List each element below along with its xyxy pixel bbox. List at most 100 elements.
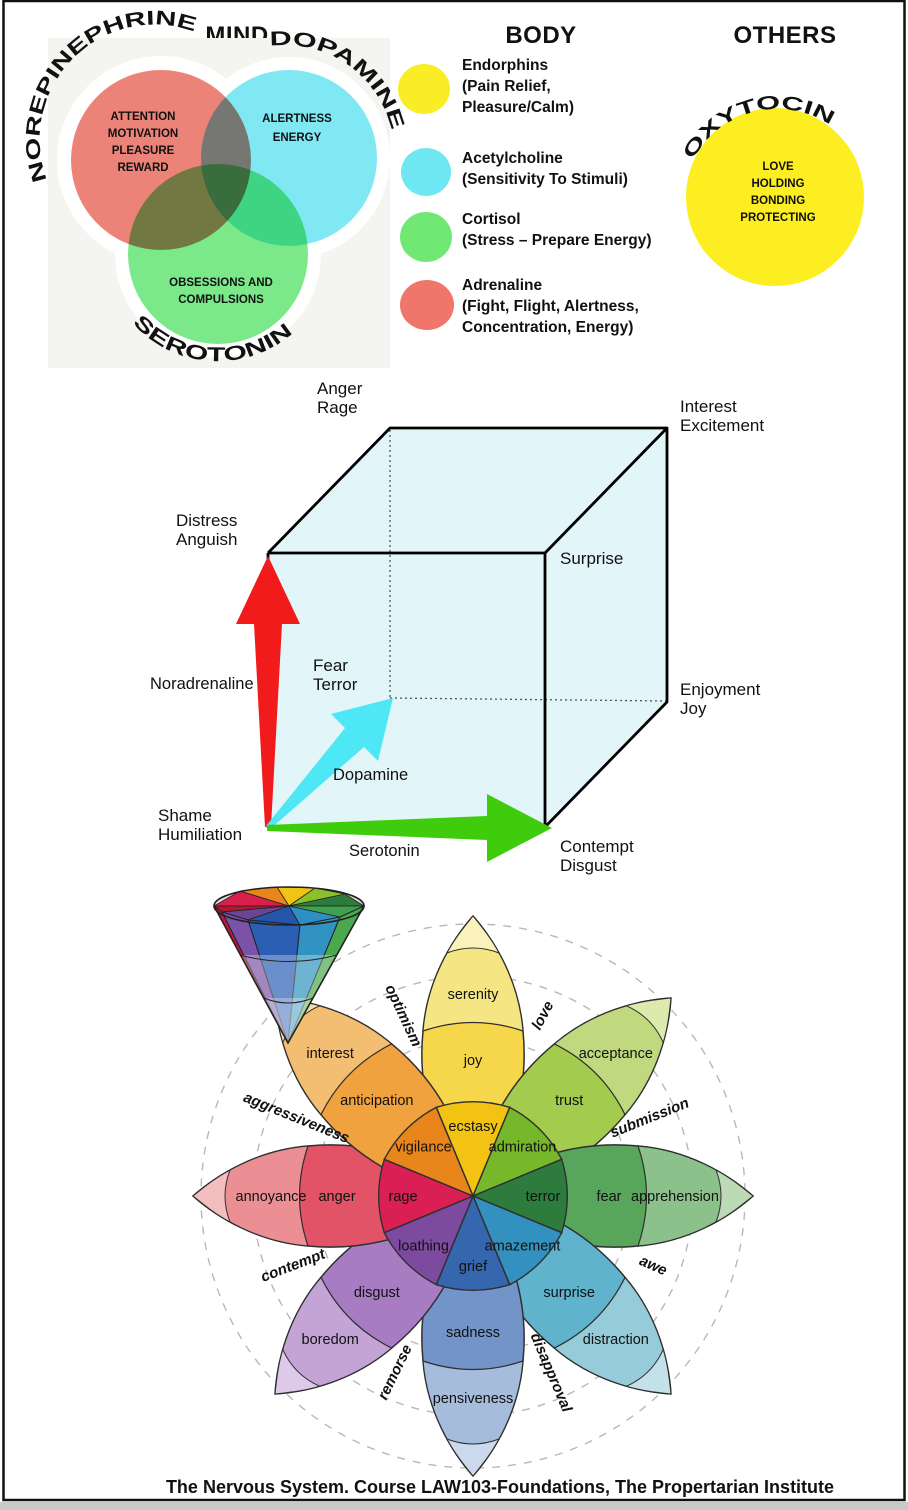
wheel-wedge-rage (378, 1158, 475, 1234)
others-heading: OTHERS (733, 22, 836, 49)
wheel-label-terror: terror (526, 1189, 561, 1205)
svg-text:COMPULSIONS: COMPULSIONS (178, 294, 264, 306)
dopamine-arrow-label: Dopamine (333, 766, 408, 784)
wheel-label-boredom: boredom (302, 1332, 359, 1348)
wheel-label-distraction: distraction (583, 1332, 649, 1348)
svg-text:ATTENTION: ATTENTION (111, 111, 176, 123)
wheel-label-sadness: sadness (446, 1325, 500, 1341)
wheel-wedge-vigilance (383, 1106, 475, 1198)
serotonin-arrow-label: Serotonin (349, 842, 420, 860)
noradrenaline-arrow-label: Noradrenaline (150, 675, 254, 693)
svg-text:ENERGY: ENERGY (273, 132, 322, 144)
svg-text:Interest: Interest (680, 397, 737, 416)
svg-text:Anguish: Anguish (176, 530, 237, 549)
svg-text:(Fight, Flight, Alertness,: (Fight, Flight, Alertness, (462, 298, 639, 315)
serotonin-circle (128, 164, 308, 344)
emotion-cone-3d (212, 886, 366, 1045)
wheel-wedge-loathing (383, 1194, 475, 1286)
svg-text:Humiliation: Humiliation (158, 825, 242, 844)
svg-text:Surprise: Surprise (560, 549, 623, 568)
figure-caption: The Nervous System. Course LAW103-Founda… (166, 1477, 834, 1497)
svg-text:Fear: Fear (313, 656, 348, 675)
oxytocin-label: LOVE HOLDING BONDING PROTECTING (740, 161, 815, 224)
wheel-label-rage: rage (388, 1189, 417, 1205)
wheel-label-annoyance: annoyance (236, 1189, 307, 1205)
footer-strip (0, 1502, 908, 1510)
acetylcholine-swatch (401, 148, 451, 196)
svg-text:ALERTNESS: ALERTNESS (262, 113, 332, 125)
dopamine-label: ALERTNESS ENERGY (262, 113, 332, 144)
adrenaline-swatch (400, 280, 454, 330)
wheel-label-grief: grief (459, 1259, 488, 1275)
wheel-wedge-amazement (471, 1194, 563, 1286)
svg-text:(Stress – Prepare Energy): (Stress – Prepare Energy) (462, 232, 652, 249)
svg-text:Adrenaline: Adrenaline (462, 277, 542, 294)
cube-corner-labels: Anger Rage Interest Excitement Distress … (158, 379, 764, 875)
dyad-label-contempt: contempt (259, 1245, 329, 1285)
dopamine-arrow (266, 698, 393, 830)
wheel-label-vigilance: vigilance (395, 1140, 451, 1156)
cortisol-swatch (400, 212, 452, 262)
wheel-label-anticipation: anticipation (340, 1093, 413, 1109)
emotion-cube: Anger Rage Interest Excitement Distress … (150, 379, 764, 875)
wheel-wedge-admiration (471, 1106, 563, 1198)
wheel-label-surprise: surprise (543, 1285, 595, 1301)
wheel-label-trust: trust (555, 1093, 583, 1109)
wheel-label-joy: joy (463, 1053, 483, 1069)
wheel-label-pensiveness: pensiveness (433, 1391, 514, 1407)
wheel-label-serenity: serenity (448, 987, 500, 1003)
svg-text:PROTECTING: PROTECTING (740, 212, 815, 224)
serotonin-arrow (267, 794, 552, 862)
dyad-label-optimism: optimism (381, 982, 425, 1050)
plutchik-emotion-wheel: ecstasy joy serenity admiration trust accepta… (192, 915, 754, 1477)
svg-text:HOLDING: HOLDING (751, 178, 804, 190)
svg-text:OBSESSIONS AND: OBSESSIONS AND (169, 277, 273, 289)
svg-text:Excitement: Excitement (680, 416, 764, 435)
svg-text:Distress: Distress (176, 511, 237, 530)
svg-text:Cortisol: Cortisol (462, 211, 521, 228)
body-legend: Endorphins (Pain Relief, Pleasure/Calm) … (398, 57, 652, 336)
wheel-label-interest: interest (306, 1046, 354, 1062)
wheel-label-apprehension: apprehension (631, 1189, 719, 1205)
wheel-wedge-terror (471, 1158, 568, 1234)
svg-text:Shame: Shame (158, 806, 212, 825)
svg-text:Rage: Rage (317, 398, 358, 417)
svg-text:Anger: Anger (317, 379, 363, 398)
svg-text:MOTIVATION: MOTIVATION (108, 128, 178, 140)
svg-text:PLEASURE: PLEASURE (112, 145, 175, 157)
svg-text:Enjoyment: Enjoyment (680, 680, 761, 699)
venn-diagram: NOREPINEPHRINE DOPAMINE SEROTONIN ATTENT… (22, 7, 408, 368)
norepinephrine-label: ATTENTION MOTIVATION PLEASURE REWARD (108, 111, 178, 174)
wheel-wedge-grief (435, 1194, 511, 1291)
wheel-label-admiration: admiration (489, 1140, 557, 1156)
svg-text:(Sensitivity To Stimuli): (Sensitivity To Stimuli) (462, 171, 628, 188)
wheel-label-disgust: disgust (354, 1285, 400, 1301)
wheel-label-acceptance: acceptance (579, 1046, 653, 1062)
dyad-label-awe: awe (637, 1252, 670, 1279)
svg-text:Terror: Terror (313, 675, 358, 694)
oxytocin-diagram: OXYTOCIN LOVE HOLDING BONDING PROTECTING (679, 92, 864, 286)
svg-text:Acetylcholine: Acetylcholine (462, 150, 563, 167)
svg-text:Concentration, Energy): Concentration, Energy) (462, 319, 633, 336)
svg-text:BONDING: BONDING (751, 195, 805, 207)
svg-text:Joy: Joy (680, 699, 707, 718)
wheel-label-ecstasy: ecstasy (448, 1119, 498, 1135)
dyad-label-love: love (528, 998, 557, 1032)
wheel-label-fear: fear (597, 1189, 622, 1205)
serotonin-label: OBSESSIONS AND COMPULSIONS (169, 277, 273, 306)
svg-text:Disgust: Disgust (560, 856, 617, 875)
wheel-wedge-ecstasy (435, 1101, 511, 1198)
endorphins-swatch (398, 64, 450, 114)
wheel-label-loathing: loathing (398, 1238, 449, 1254)
svg-text:LOVE: LOVE (762, 161, 794, 173)
wheel-label-anger: anger (318, 1189, 355, 1205)
svg-text:Contempt: Contempt (560, 837, 634, 856)
svg-text:REWARD: REWARD (117, 162, 168, 174)
body-heading: BODY (505, 22, 576, 49)
oxytocin-circle (686, 108, 864, 286)
wheel-label-amazement: amazement (485, 1238, 561, 1254)
svg-text:Endorphins: Endorphins (462, 57, 548, 74)
svg-text:(Pain Relief,: (Pain Relief, (462, 78, 551, 95)
